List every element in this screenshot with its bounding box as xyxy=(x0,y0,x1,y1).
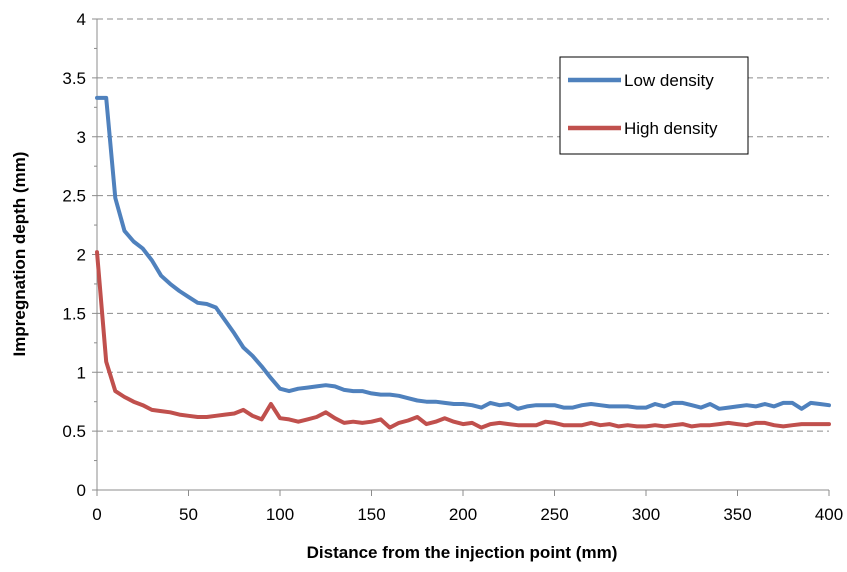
x-tick-label: 0 xyxy=(92,505,101,524)
x-tick-label: 300 xyxy=(632,505,660,524)
y-tick-label: 1.5 xyxy=(62,304,86,323)
legend-label-high-density: High density xyxy=(624,119,718,138)
x-tick-label: 400 xyxy=(815,505,843,524)
x-tick-label: 100 xyxy=(266,505,294,524)
y-tick-label: 0 xyxy=(77,481,86,500)
y-tick-label: 4 xyxy=(77,10,86,29)
series-line-low-density xyxy=(95,95,831,411)
y-tick-label: 2.5 xyxy=(62,187,86,206)
legend-label-low-density: Low density xyxy=(624,71,714,90)
x-tick-label: 350 xyxy=(723,505,751,524)
y-tick-label: 3.5 xyxy=(62,69,86,88)
y-tick-label: 3 xyxy=(77,128,86,147)
tick-labels: 0 0.5 1 1.5 2 2.5 3 3.5 4 0 50 100 150 200 250 300 350 40… xyxy=(62,10,843,524)
y-tick-label: 1 xyxy=(77,363,86,382)
x-tick-label: 250 xyxy=(540,505,568,524)
legend: Low density High density xyxy=(559,56,749,155)
x-tick-label: 150 xyxy=(357,505,385,524)
x-tick-label: 200 xyxy=(449,505,477,524)
y-axis-title: Impregnation depth (mm) xyxy=(10,152,29,357)
y-tick-label: 2 xyxy=(77,246,86,265)
legend-box xyxy=(559,56,749,155)
series-lines xyxy=(95,95,831,430)
x-axis-title: Distance from the injection point (mm) xyxy=(307,543,618,562)
x-tick-label: 50 xyxy=(179,505,198,524)
series-line-high-density xyxy=(95,250,831,430)
y-tick-label: 0.5 xyxy=(62,422,86,441)
tick-marks xyxy=(92,18,830,496)
